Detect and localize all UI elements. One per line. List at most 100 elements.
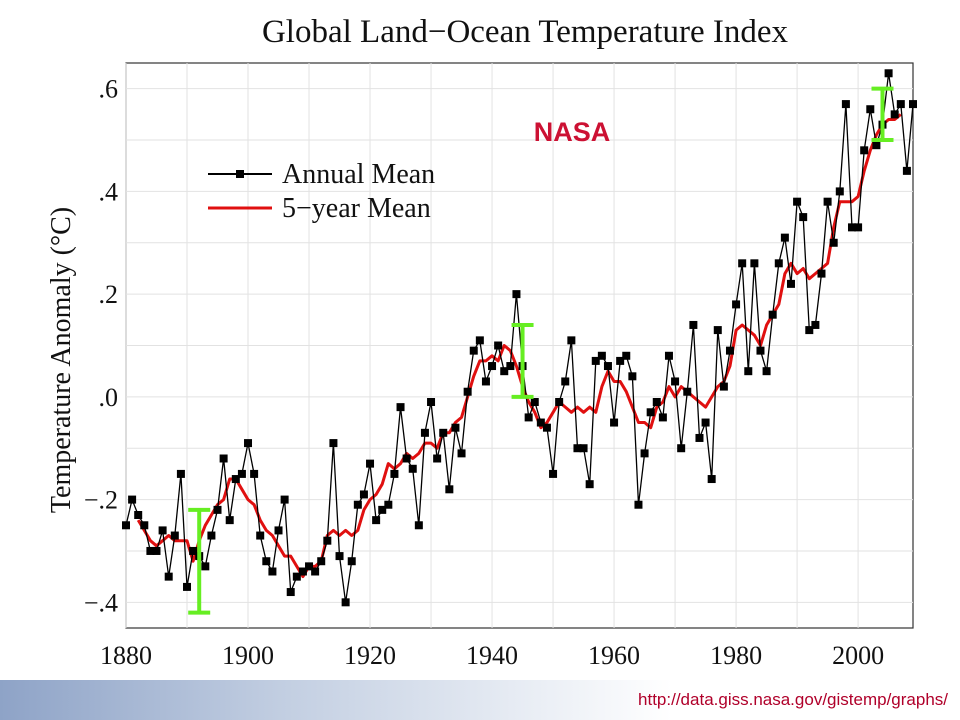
annual-mean-point xyxy=(799,213,808,222)
nasa-watermark: NASA xyxy=(534,117,611,147)
annual-mean-point xyxy=(902,166,911,175)
annual-mean-point xyxy=(463,387,472,396)
annual-mean-point xyxy=(183,582,192,591)
annual-mean-point xyxy=(530,398,539,406)
annual-mean-point xyxy=(439,428,448,437)
temperature-chart: 1880 1900 1920 1940 1960 1980 2000 −.4 −.2 .0 .2 .4… xyxy=(46,62,917,670)
annual-mean-point xyxy=(353,500,362,509)
annual-mean-point xyxy=(475,336,484,345)
annual-mean-point xyxy=(408,464,417,473)
annual-mean-point xyxy=(341,598,350,607)
y-tick-label: −.4 xyxy=(84,588,118,617)
annual-mean-point xyxy=(695,433,704,442)
annual-mean-point xyxy=(225,516,234,525)
annual-mean-point xyxy=(256,531,265,540)
annual-mean-point xyxy=(317,557,326,566)
annual-mean-point xyxy=(396,403,405,412)
annual-mean-point xyxy=(616,356,625,365)
x-tick-label: 1920 xyxy=(344,641,396,670)
error-bar xyxy=(188,507,211,615)
annual-mean-point xyxy=(237,469,246,478)
footer-band xyxy=(0,680,960,720)
annual-mean-point xyxy=(244,439,253,448)
annual-mean-point xyxy=(603,362,612,371)
annual-mean-point xyxy=(414,521,423,530)
annual-mean-point xyxy=(311,567,320,576)
annual-mean-point xyxy=(622,351,631,360)
legend-annual-label: Annual Mean xyxy=(282,159,435,190)
annual-mean-point xyxy=(774,259,783,268)
x-tick-label: 1940 xyxy=(466,641,518,670)
annual-mean-point xyxy=(677,444,686,453)
y-tick-label: .4 xyxy=(99,177,119,206)
annual-mean-point xyxy=(732,300,741,309)
chart-title: Global Land−Ocean Temperature Index xyxy=(261,14,789,50)
annual-mean-point xyxy=(658,413,667,422)
annual-mean-point xyxy=(347,557,356,566)
annual-mean-point xyxy=(219,454,228,463)
y-tick-label: .6 xyxy=(99,75,119,104)
legend-five-year-label: 5−year Mean xyxy=(282,193,431,224)
annual-mean-point xyxy=(433,454,442,463)
annual-mean-point xyxy=(189,546,198,555)
annual-mean-point xyxy=(366,459,375,468)
x-tick-label: 1980 xyxy=(710,641,762,670)
y-axis-label: Temperature Anomaly (°C) xyxy=(46,207,77,513)
annual-mean-point xyxy=(335,552,344,561)
annual-mean-point xyxy=(488,362,497,371)
annual-mean-point xyxy=(420,428,429,437)
annual-mean-point xyxy=(359,490,368,499)
annual-mean-series xyxy=(122,69,917,607)
legend: Annual Mean 5−year Mean xyxy=(208,159,435,224)
annual-mean-point xyxy=(549,469,558,478)
annual-mean-point xyxy=(579,444,588,453)
annual-mean-point xyxy=(780,233,789,242)
annual-mean-point xyxy=(329,439,338,448)
annual-mean-point xyxy=(585,480,594,489)
annual-mean-point xyxy=(250,469,259,478)
legend-annual-marker xyxy=(236,170,244,178)
annual-mean-point xyxy=(793,197,802,206)
annual-mean-point xyxy=(402,454,411,463)
annual-mean-point xyxy=(457,449,466,458)
annual-mean-point xyxy=(634,500,643,509)
annual-mean-point xyxy=(524,413,533,422)
source-url[interactable]: http://data.giss.nasa.gov/gistemp/graphs… xyxy=(638,690,948,709)
annual-mean-point xyxy=(628,372,637,381)
annual-mean-point xyxy=(536,418,545,427)
tick-labels: 1880 1900 1920 1940 1960 1980 2000 −.4 −.2 .0 .2 .4… xyxy=(84,75,884,670)
annual-mean-point xyxy=(231,475,240,484)
annual-mean-point xyxy=(768,310,777,319)
annual-mean-point xyxy=(542,423,551,432)
annual-mean-point xyxy=(860,146,869,155)
annual-mean-point xyxy=(207,531,216,540)
annual-mean-point xyxy=(286,588,295,597)
x-tick-label: 1880 xyxy=(100,641,152,670)
annual-mean-point xyxy=(506,362,515,371)
annual-mean-point xyxy=(268,567,277,576)
annual-mean-point xyxy=(762,367,771,376)
y-tick-label: −.2 xyxy=(84,486,118,515)
annual-mean-point xyxy=(274,526,283,535)
annual-mean-point xyxy=(451,423,460,432)
annual-mean-point xyxy=(164,572,173,581)
annual-mean-point xyxy=(689,320,698,329)
annual-mean-point xyxy=(146,546,155,555)
annual-mean-point xyxy=(866,105,875,114)
annual-mean-point xyxy=(201,562,210,571)
annual-mean-point xyxy=(701,418,710,427)
annual-mean-point xyxy=(390,469,399,478)
annual-mean-point xyxy=(591,356,600,365)
x-tick-label: 1900 xyxy=(222,641,274,670)
annual-mean-point xyxy=(896,100,905,109)
annual-mean-point xyxy=(262,557,271,566)
annual-mean-point xyxy=(756,346,765,355)
annual-mean-point xyxy=(817,269,826,278)
annual-mean-point xyxy=(707,475,716,484)
annual-mean-point xyxy=(494,341,503,350)
annual-mean-point xyxy=(664,351,673,360)
annual-mean-point xyxy=(305,562,314,571)
annual-mean-point xyxy=(835,187,844,196)
annual-mean-point xyxy=(744,367,753,376)
annual-mean-point xyxy=(847,223,856,232)
